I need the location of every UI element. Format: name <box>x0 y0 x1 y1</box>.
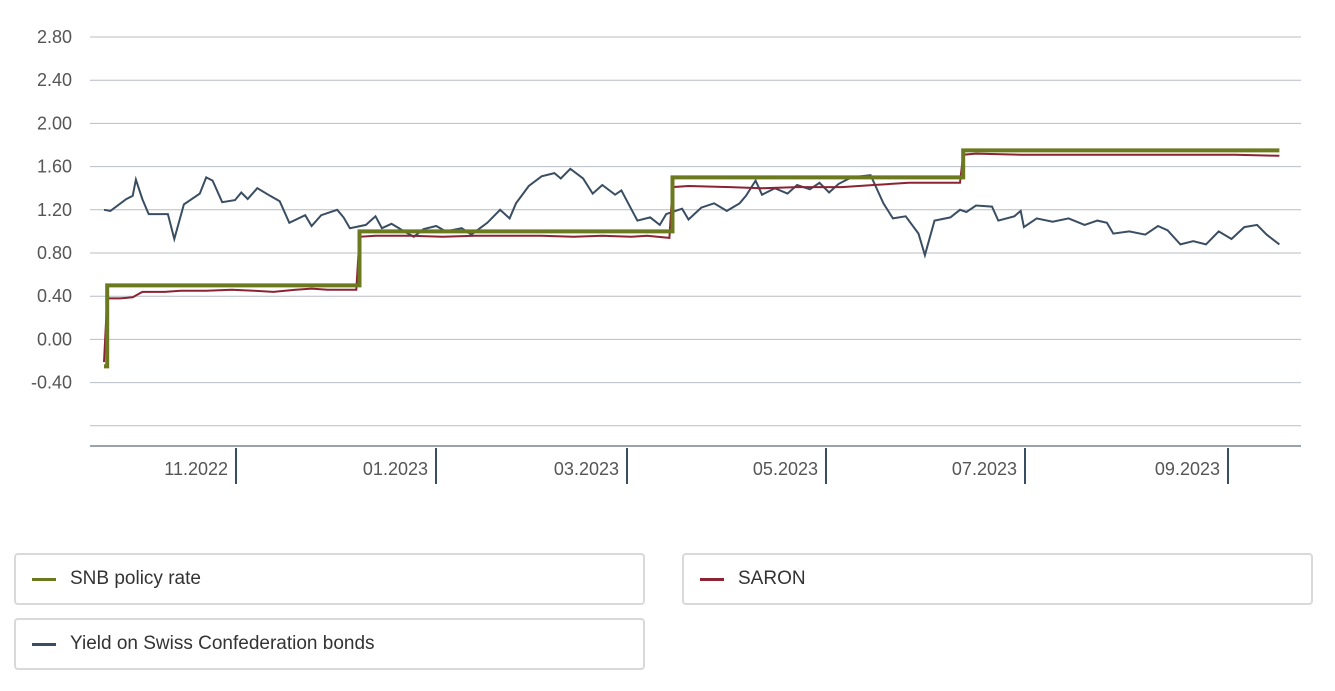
legend-label-bond-yield: Yield on Swiss Confederation bonds <box>70 633 375 654</box>
legend-item-bond-yield[interactable]: Yield on Swiss Confederation bonds <box>14 618 645 670</box>
series-line-saron <box>103 152 1280 363</box>
x-tick-label: 11.2022 <box>164 459 228 479</box>
y-tick-label: 1.20 <box>37 200 72 220</box>
y-tick-label: -0.40 <box>31 373 72 393</box>
x-tick-label: 07.2023 <box>952 459 1017 479</box>
legend-label-snb-policy-rate: SNB policy rate <box>70 568 201 589</box>
legend-item-saron[interactable]: SARON <box>682 553 1313 605</box>
legend-swatch-bond-yield <box>32 642 56 646</box>
y-tick-label: 0.00 <box>37 329 72 349</box>
y-tick-label: 1.60 <box>37 157 72 177</box>
gridlines <box>90 36 1301 427</box>
x-axis: 11.2022 01.2023 03.2023 05.2023 07.2023 09.20… <box>90 445 1301 484</box>
legend-swatch-saron <box>700 577 724 581</box>
legend-swatch-snb-policy-rate <box>32 577 56 581</box>
series-line-snb-policy-rate <box>104 148 1280 369</box>
legend-label-saron: SARON <box>738 568 806 589</box>
line-chart: 2.80 2.40 2.00 1.60 1.20 0.80 0.40 0.00 -0.40 11… <box>31 27 1301 484</box>
x-tick-label: 09.2023 <box>1155 459 1220 479</box>
x-tick-label: 05.2023 <box>753 459 818 479</box>
legend-item-snb-policy-rate[interactable]: SNB policy rate <box>14 553 645 605</box>
y-axis: 2.80 2.40 2.00 1.60 1.20 0.80 0.40 0.00 -0.40 <box>31 27 72 393</box>
series-line-yield-on-swiss-confederation-bonds <box>103 167 1281 259</box>
y-tick-label: 0.80 <box>37 243 72 263</box>
y-tick-label: 2.80 <box>37 27 72 47</box>
x-tick-label: 01.2023 <box>363 459 428 479</box>
series-lines <box>103 148 1281 369</box>
y-tick-label: 0.40 <box>37 286 72 306</box>
y-tick-label: 2.40 <box>37 70 72 90</box>
x-tick-label: 03.2023 <box>554 459 619 479</box>
y-tick-label: 2.00 <box>37 113 72 133</box>
